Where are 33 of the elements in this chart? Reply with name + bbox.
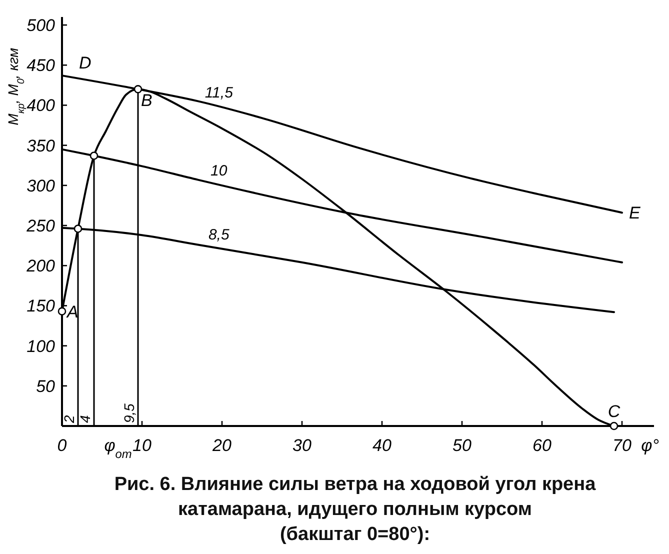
series-label: 8,5 bbox=[208, 226, 230, 244]
x-tick-label: 0 bbox=[57, 436, 68, 455]
y-tick-label: 450 bbox=[26, 56, 56, 76]
annotation: A bbox=[66, 302, 78, 322]
y-tick-label: 250 bbox=[26, 216, 56, 236]
x-tick-label: 30 bbox=[292, 436, 312, 455]
series-label: 10 bbox=[210, 162, 228, 180]
x-tick-label: φ$_{от}$ bbox=[104, 436, 132, 461]
text: (бакштаг 0=80°): bbox=[280, 524, 430, 545]
y-tick-label: 150 bbox=[26, 296, 56, 316]
y-tick-label: 200 bbox=[26, 256, 56, 276]
text: Рис. 6. Влияние силы ветра на ходовой угол крена катамарана, идущего полным курсом bbox=[114, 474, 596, 520]
x-tick-label: 60 bbox=[532, 436, 552, 455]
y-tick-label: 300 bbox=[26, 176, 56, 196]
text: 4 bbox=[77, 415, 93, 423]
y-tick-label: 50 bbox=[36, 376, 56, 396]
series-label: 11,5 bbox=[204, 84, 234, 102]
x-tick-label: 40 bbox=[372, 436, 392, 455]
annotation: D bbox=[79, 54, 92, 73]
y-tick-label: 100 bbox=[26, 336, 56, 356]
x-tick-label: 20 bbox=[212, 436, 232, 455]
text: 2 bbox=[61, 415, 77, 424]
y-tick-label: 350 bbox=[26, 136, 56, 156]
text: 9,5 bbox=[121, 403, 137, 423]
y-tick-label: 500 bbox=[26, 16, 56, 36]
x-tick-label: 70 bbox=[612, 436, 632, 455]
x-tick-label: 50 bbox=[452, 436, 472, 455]
annotation: B bbox=[141, 91, 152, 110]
annotation: C bbox=[608, 402, 621, 421]
x-axis-title: φ° bbox=[641, 436, 660, 455]
annotation: E bbox=[629, 204, 641, 223]
y-tick-label: 400 bbox=[26, 96, 56, 116]
x-tick-label: 10 bbox=[132, 436, 152, 455]
